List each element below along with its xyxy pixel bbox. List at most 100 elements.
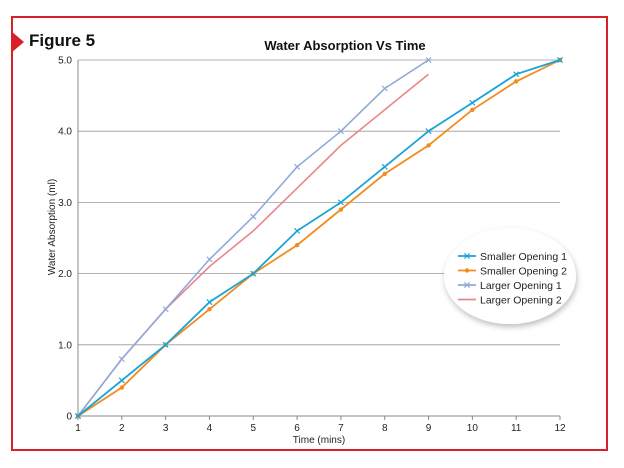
data-point — [294, 242, 300, 248]
y-tick-label: 2.0 — [58, 269, 72, 280]
x-tick-labels: 1 2 3 4 5 6 7 8 9 10 11 12 — [75, 423, 566, 434]
data-point-stroke — [337, 128, 344, 135]
data-point-stroke — [206, 256, 213, 263]
data-point-stroke — [250, 270, 257, 277]
legend-entry: Larger Opening 1 — [458, 280, 562, 292]
x-tick-label: 6 — [294, 423, 300, 434]
data-point — [469, 99, 476, 106]
data-point — [556, 56, 564, 64]
legend-entry: Smaller Opening 1 — [458, 251, 567, 263]
axes — [77, 60, 561, 420]
data-point — [382, 171, 387, 177]
data-point-stroke — [425, 56, 432, 64]
data-point-stroke — [556, 56, 564, 64]
x-tick-label: 8 — [382, 423, 388, 434]
legend-entry: Larger Opening 2 — [458, 294, 562, 306]
data-point-stroke — [162, 341, 169, 348]
chart-title: Water Absorption Vs Time — [264, 38, 425, 53]
series-line — [77, 59, 561, 417]
y-tick-label: 5.0 — [58, 56, 72, 67]
data-point — [463, 281, 471, 289]
y-tick-label: 1.0 — [58, 340, 72, 351]
legend-label: Smaller Opening 2 — [480, 265, 567, 277]
data-point — [425, 128, 432, 135]
data-point — [250, 213, 257, 220]
x-tick-label: 9 — [426, 423, 432, 434]
y-tick-label: 3.0 — [58, 198, 72, 209]
y-tick-labels: 0 1.0 2.0 3.0 4.0 5.0 — [58, 56, 72, 423]
legend-label: Smaller Opening 1 — [480, 251, 567, 263]
data-point — [119, 385, 125, 390]
data-point-stroke — [469, 99, 476, 106]
x-tick-label: 3 — [163, 423, 169, 434]
x-axis-label: Time (mins) — [293, 435, 345, 446]
legend-box — [444, 228, 576, 324]
x-tick-label: 7 — [338, 423, 344, 434]
y-axis-label: Water Absorption (ml) — [47, 179, 58, 275]
data-point-stroke — [294, 163, 301, 170]
data-point — [206, 256, 213, 263]
data-point — [207, 307, 212, 312]
y-tick-label: 0 — [66, 412, 72, 423]
series-line — [77, 59, 561, 417]
figure-marker-triangle-icon — [11, 31, 24, 53]
data-point — [294, 163, 301, 170]
legend-label: Larger Opening 1 — [480, 280, 562, 292]
legend-label: Larger Opening 2 — [480, 294, 562, 306]
data-point-stroke — [513, 71, 520, 78]
data-point — [513, 79, 519, 84]
x-tick-label: 10 — [467, 423, 479, 434]
series-line — [77, 59, 429, 417]
data-point-stroke — [250, 213, 257, 220]
x-tick-label: 2 — [119, 423, 125, 434]
data-point — [338, 207, 344, 212]
x-tick-label: 12 — [554, 423, 566, 434]
series-larger-opening-1 — [74, 56, 432, 420]
x-tick-label: 1 — [75, 423, 81, 434]
series-line — [77, 73, 430, 417]
data-point-stroke — [425, 128, 432, 135]
data-point — [162, 341, 169, 348]
data-point — [74, 412, 82, 420]
x-tick-label: 11 — [511, 423, 522, 434]
data-point-stroke — [337, 199, 344, 206]
data-point — [337, 128, 344, 135]
data-point-stroke — [463, 252, 471, 260]
data-point-stroke — [381, 85, 388, 92]
data-point-stroke — [74, 412, 82, 420]
data-point — [337, 199, 344, 206]
data-point-stroke — [294, 227, 301, 234]
data-point-stroke — [206, 299, 213, 306]
x-tick-label: 5 — [250, 423, 256, 434]
gridlines — [78, 59, 560, 346]
data-point — [206, 299, 213, 306]
series-lines — [74, 56, 564, 420]
data-point — [426, 143, 431, 148]
data-point — [118, 377, 125, 384]
data-point — [294, 227, 301, 234]
data-point-stroke — [381, 163, 388, 170]
data-point-stroke — [118, 356, 125, 363]
y-tick-label: 4.0 — [58, 127, 72, 138]
series-smaller-opening-1 — [74, 56, 564, 420]
data-point — [464, 268, 470, 273]
data-point — [381, 163, 388, 170]
data-point-stroke — [162, 306, 169, 313]
legend-entry: Smaller Opening 2 — [458, 265, 567, 277]
data-point — [425, 56, 432, 64]
series-smaller-opening-2 — [75, 57, 563, 419]
data-point — [463, 252, 471, 260]
data-point — [381, 85, 388, 92]
legend: Smaller Opening 1 Smaller Opening 2 Larger… — [444, 228, 576, 324]
data-point-stroke — [463, 281, 471, 289]
figure-label: Figure 5 — [29, 31, 96, 50]
data-point — [162, 306, 169, 313]
x-tick-label: 4 — [207, 423, 213, 434]
data-point — [513, 71, 520, 78]
data-point — [470, 107, 475, 113]
data-point-stroke — [118, 377, 125, 384]
series-larger-opening-2 — [77, 73, 430, 417]
data-point — [118, 356, 125, 363]
data-point — [250, 270, 257, 277]
